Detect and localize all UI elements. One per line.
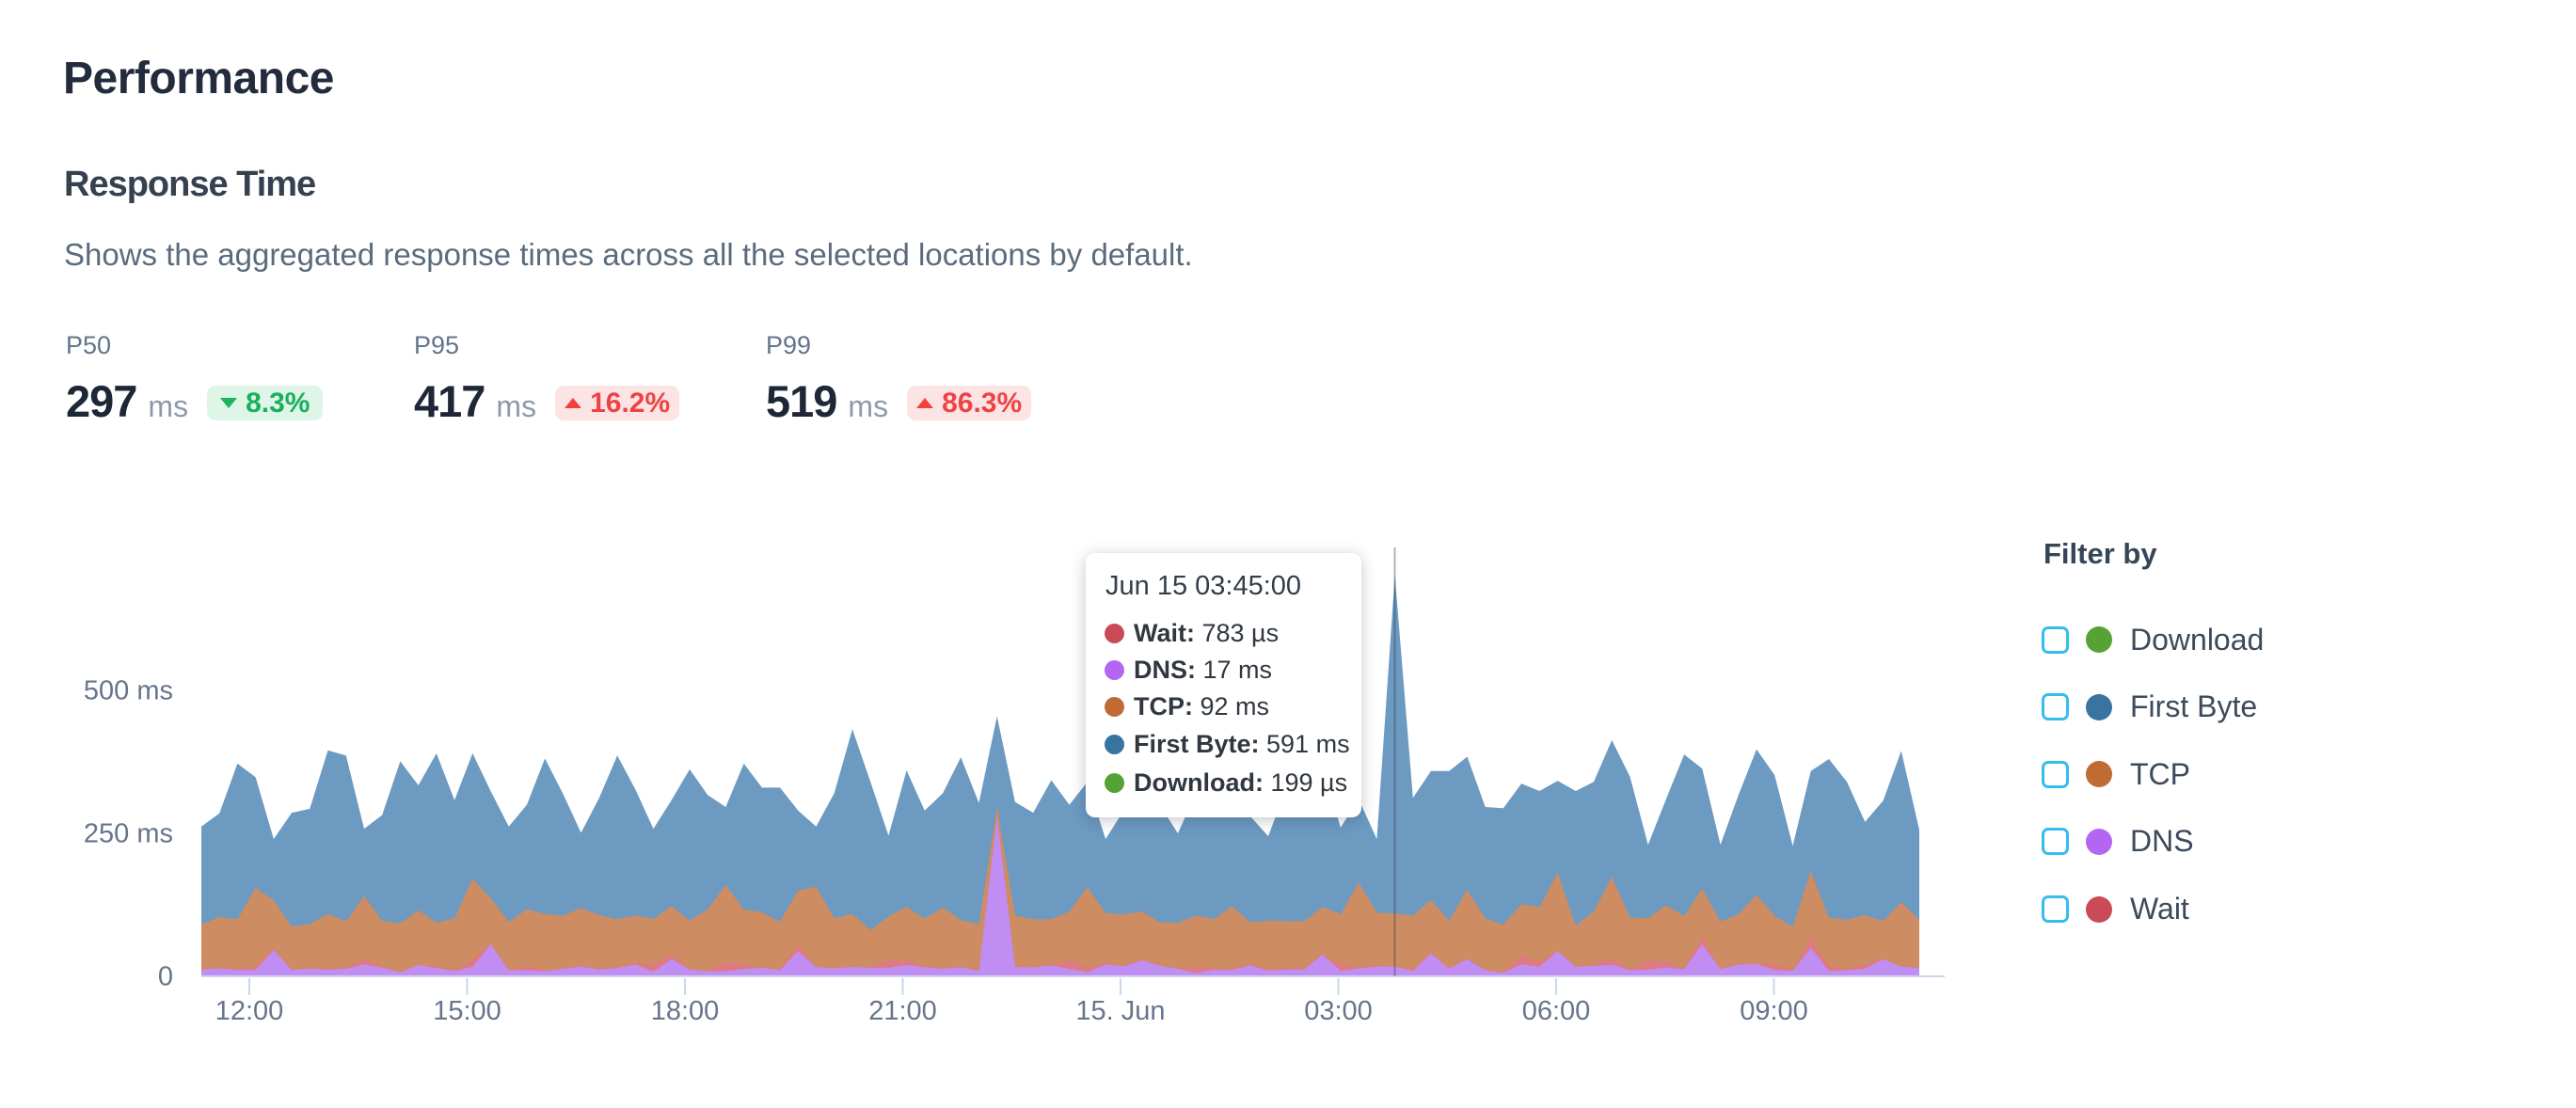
svg-text:15:00: 15:00 bbox=[433, 996, 501, 1026]
svg-text:09:00: 09:00 bbox=[1740, 996, 1808, 1026]
svg-text:18:00: 18:00 bbox=[651, 996, 720, 1026]
svg-text:21:00: 21:00 bbox=[868, 996, 937, 1026]
svg-text:250 ms: 250 ms bbox=[84, 819, 173, 849]
svg-text:15. Jun: 15. Jun bbox=[1075, 996, 1165, 1026]
svg-text:03:00: 03:00 bbox=[1304, 996, 1373, 1026]
svg-text:500 ms: 500 ms bbox=[84, 676, 173, 706]
svg-text:12:00: 12:00 bbox=[215, 996, 284, 1026]
svg-text:0: 0 bbox=[158, 962, 173, 992]
svg-text:06:00: 06:00 bbox=[1522, 996, 1591, 1026]
